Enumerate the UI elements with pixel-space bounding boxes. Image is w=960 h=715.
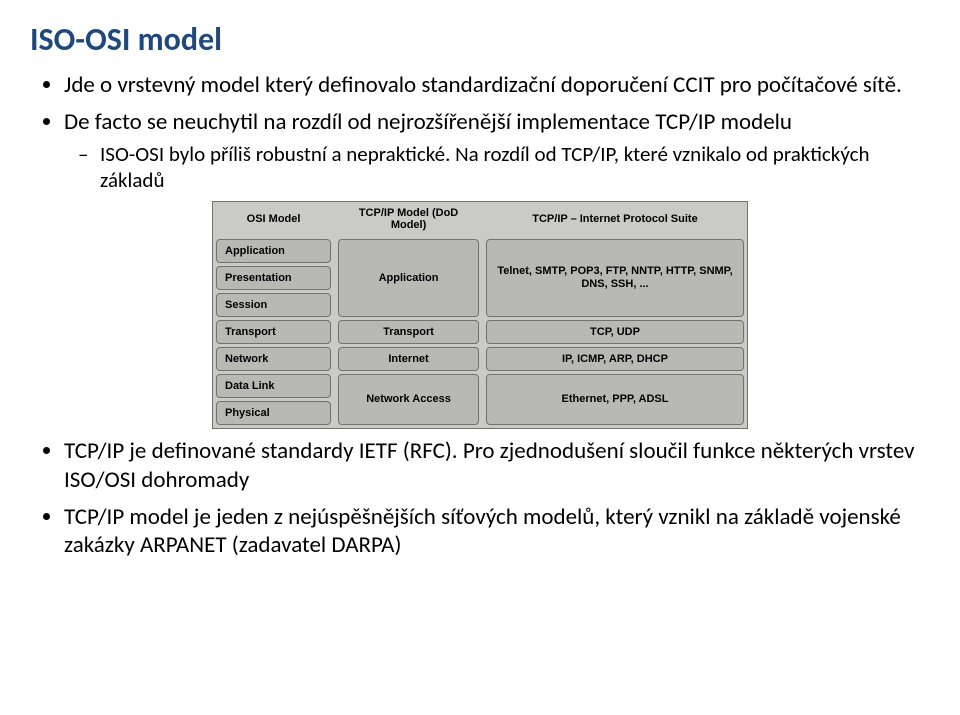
diagram-column-header: TCP/IP – Internet Protocol Suite — [483, 202, 747, 236]
diagram-cell: Telnet, SMTP, POP3, FTP, NNTP, HTTP, SNM… — [486, 239, 744, 317]
diagram-column-header: OSI Model — [213, 202, 334, 236]
bullet-item: Jde o vrstevný model který definovalo st… — [64, 71, 930, 100]
bullet-item: TCP/IP model je jeden z nejúspěšnějších … — [64, 503, 930, 561]
diagram-cell: Network Access — [338, 374, 479, 425]
page-title: ISO-OSI model — [30, 20, 930, 59]
diagram-cell: Network — [216, 347, 331, 371]
diagram-cell: Internet — [338, 347, 479, 371]
diagram-column-header: TCP/IP Model (DoD Model) — [335, 202, 482, 236]
diagram-cell: Application — [216, 239, 331, 263]
sub-bullet-item: ISO-OSI bylo příliš robustní a nepraktic… — [100, 141, 930, 194]
sub-bullet-list: ISO-OSI bylo příliš robustní a nepraktic… — [64, 141, 930, 194]
bullet-item: De facto se neuchytil na rozdíl od nejro… — [64, 108, 930, 193]
diagram-cell: Application — [338, 239, 479, 317]
diagram-cell: Presentation — [216, 266, 331, 290]
diagram-cell: Physical — [216, 401, 331, 425]
diagram-cell: Transport — [216, 320, 331, 344]
diagram-cell: Ethernet, PPP, ADSL — [486, 374, 744, 425]
diagram-cell: Session — [216, 293, 331, 317]
diagram-cell: IP, ICMP, ARP, DHCP — [486, 347, 744, 371]
diagram-cell: Data Link — [216, 374, 331, 398]
bullet-list: Jde o vrstevný model který definovalo st… — [30, 71, 930, 193]
diagram-wrapper: OSI ModelApplicationPresentationSessionT… — [30, 201, 930, 429]
bullet-list: TCP/IP je definované standardy IETF (RFC… — [30, 437, 930, 560]
bullet-text: De facto se neuchytil na rozdíl od nejro… — [64, 108, 792, 136]
bullet-item: TCP/IP je definované standardy IETF (RFC… — [64, 437, 930, 495]
diagram-cell: Transport — [338, 320, 479, 344]
diagram-cell: TCP, UDP — [486, 320, 744, 344]
osi-tcpip-diagram: OSI ModelApplicationPresentationSessionT… — [212, 201, 748, 429]
